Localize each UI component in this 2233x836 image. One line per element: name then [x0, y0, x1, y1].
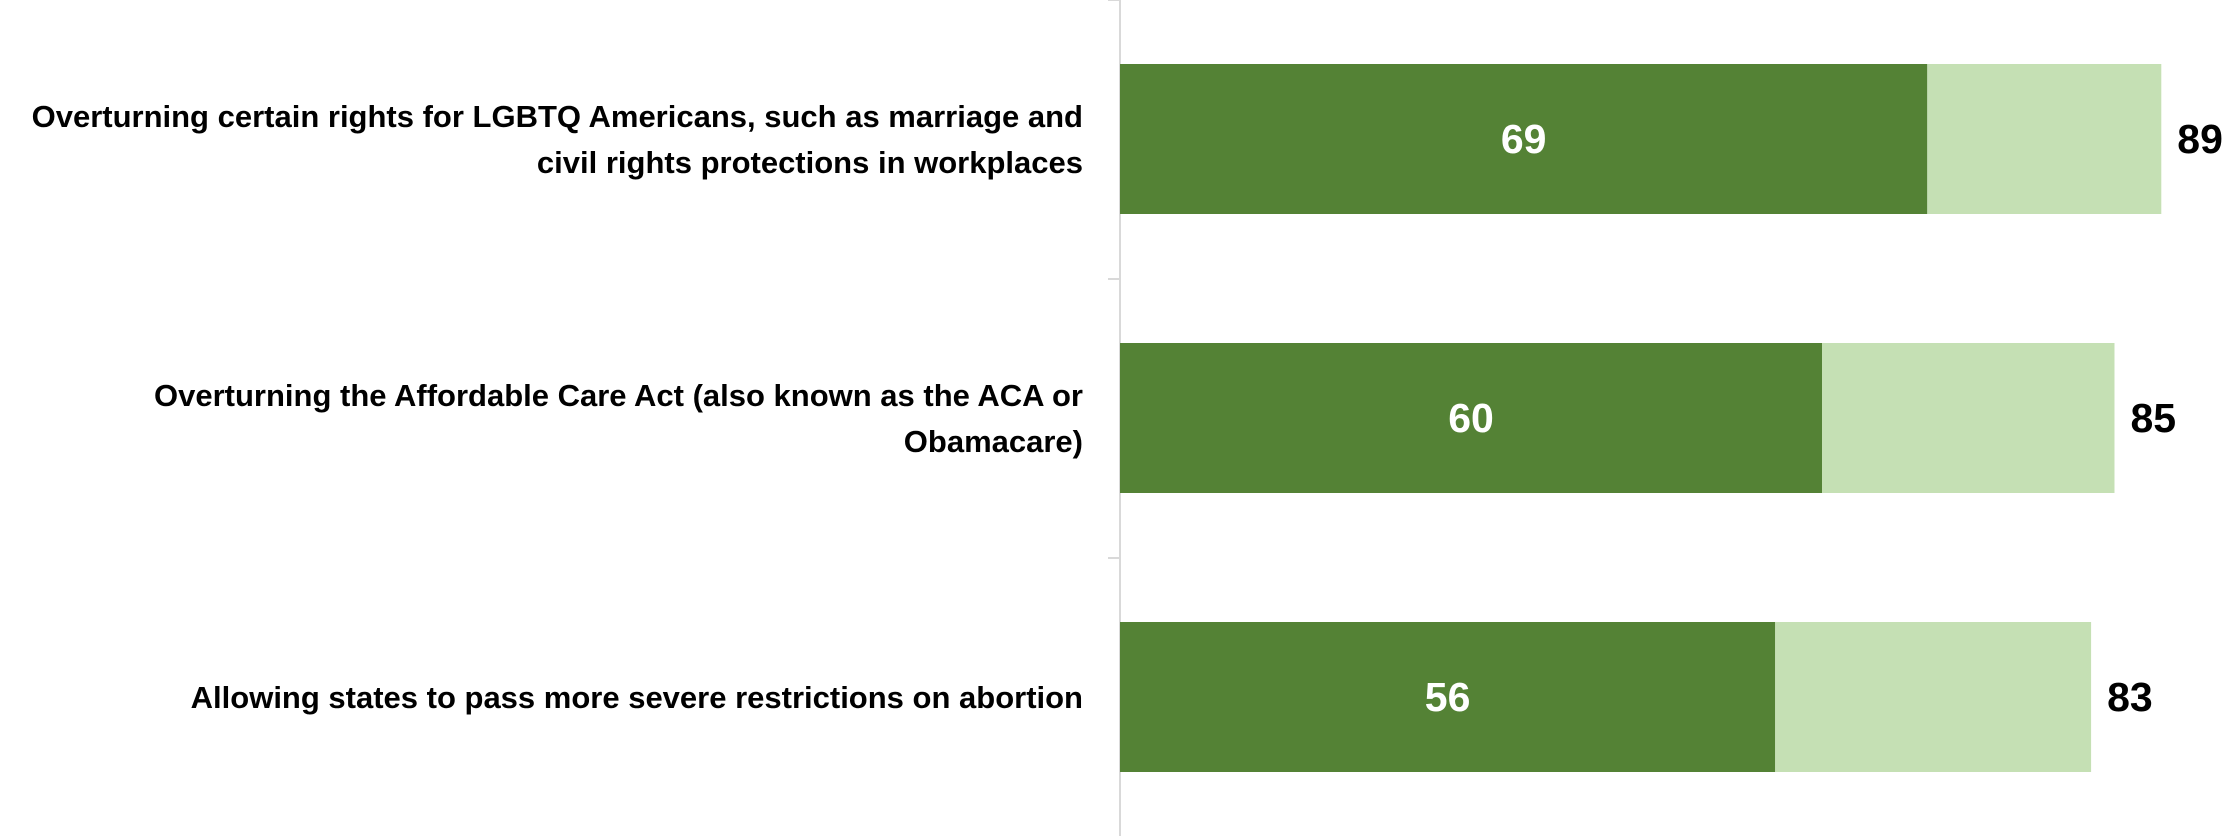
bar-inner-label: 56	[1425, 674, 1471, 720]
category-label: Obamacare)	[904, 424, 1083, 459]
bars-layer	[1120, 64, 2162, 772]
bar-segment-primary	[1120, 622, 1776, 772]
bar-segment-primary	[1120, 343, 1822, 493]
bar-segment-primary	[1120, 64, 1928, 214]
bar-inner-label: 60	[1448, 395, 1494, 441]
bar-segment-secondary	[1822, 343, 2115, 493]
category-label: Overturning the Affordable Care Act (als…	[154, 378, 1083, 413]
axis-layer	[1108, 0, 1121, 836]
bar-segment-secondary	[1927, 64, 2162, 214]
category-label: Overturning certain rights for LGBTQ Ame…	[32, 99, 1083, 134]
category-label: civil rights protections in workplaces	[537, 145, 1083, 180]
bar-segment-secondary	[1775, 622, 2092, 772]
labels-layer: 69 89 Overturning certain rights for LGBTQ…	[32, 99, 2223, 720]
category-label: Allowing states to pass more severe rest…	[191, 680, 1083, 715]
bar-total-label: 85	[2131, 395, 2177, 441]
bar-total-label: 89	[2177, 116, 2223, 162]
bar-inner-label: 69	[1501, 116, 1547, 162]
bar-total-label: 83	[2107, 674, 2153, 720]
